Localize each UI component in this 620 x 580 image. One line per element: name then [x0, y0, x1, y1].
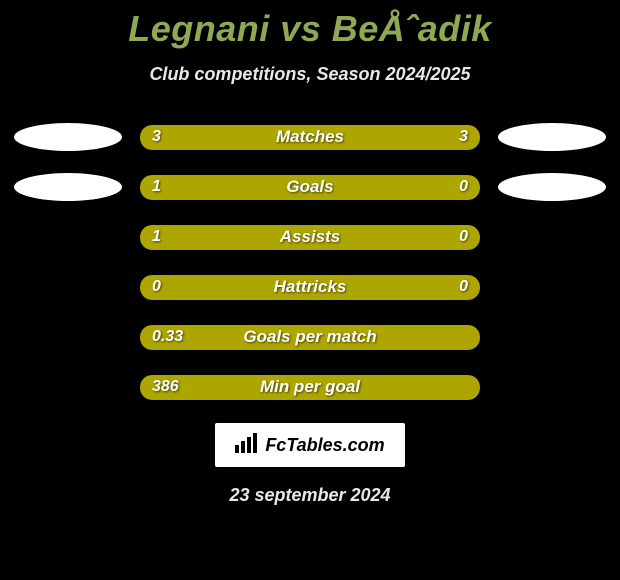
stat-value-left: 1 [152, 228, 161, 246]
player-right-ellipse [498, 173, 606, 201]
stat-label: Hattricks [274, 277, 347, 297]
footer-date: 23 september 2024 [0, 485, 620, 506]
player-right-ellipse [498, 123, 606, 151]
stat-value-left: 386 [152, 378, 179, 396]
stat-label: Assists [280, 227, 340, 247]
bar-right-fill [402, 225, 480, 250]
chart-row: 1 0 Assists [0, 223, 620, 251]
stat-value-left: 0 [152, 278, 161, 296]
ellipse-spacer [14, 273, 122, 301]
stat-bar: 1 0 Assists [140, 225, 480, 250]
chart-row: 386 Min per goal [0, 373, 620, 401]
ellipse-spacer [498, 323, 606, 351]
stat-label: Min per goal [260, 377, 360, 397]
ellipse-spacer [498, 223, 606, 251]
stat-bar: 1 0 Goals [140, 175, 480, 200]
ellipse-spacer [498, 373, 606, 401]
bar-right-fill [402, 175, 480, 200]
stat-bar: 3 3 Matches [140, 125, 480, 150]
bar-left-fill [140, 175, 402, 200]
stat-value-left: 3 [152, 128, 161, 146]
stat-label: Matches [276, 127, 344, 147]
player-left-ellipse [14, 123, 122, 151]
ellipse-spacer [14, 373, 122, 401]
chart-row: 0 0 Hattricks [0, 273, 620, 301]
stat-value-right: 0 [459, 278, 468, 296]
logo-text: FcTables.com [265, 435, 384, 456]
ellipse-spacer [14, 323, 122, 351]
stat-value-left: 0.33 [152, 328, 183, 346]
stat-value-right: 0 [459, 228, 468, 246]
ellipse-spacer [14, 223, 122, 251]
subtitle: Club competitions, Season 2024/2025 [0, 64, 620, 85]
ellipse-spacer [498, 273, 606, 301]
stat-value-right: 3 [459, 128, 468, 146]
comparison-chart: 3 3 Matches 1 0 Goals 1 0 Assists 0 0 Hattricks 0.33… [0, 123, 620, 401]
logo-box: FcTables.com [215, 423, 405, 467]
stat-bar: 0.33 Goals per match [140, 325, 480, 350]
chart-icon [235, 433, 259, 458]
player-left-ellipse [14, 173, 122, 201]
chart-row: 0.33 Goals per match [0, 323, 620, 351]
stat-label: Goals per match [243, 327, 376, 347]
stat-label: Goals [286, 177, 333, 197]
page-title: Legnani vs BeÅˆadik [0, 0, 620, 50]
chart-row: 3 3 Matches [0, 123, 620, 151]
stat-value-left: 1 [152, 178, 161, 196]
stat-bar: 0 0 Hattricks [140, 275, 480, 300]
chart-row: 1 0 Goals [0, 173, 620, 201]
stat-bar: 386 Min per goal [140, 375, 480, 400]
stat-value-right: 0 [459, 178, 468, 196]
bar-left-fill [140, 225, 402, 250]
